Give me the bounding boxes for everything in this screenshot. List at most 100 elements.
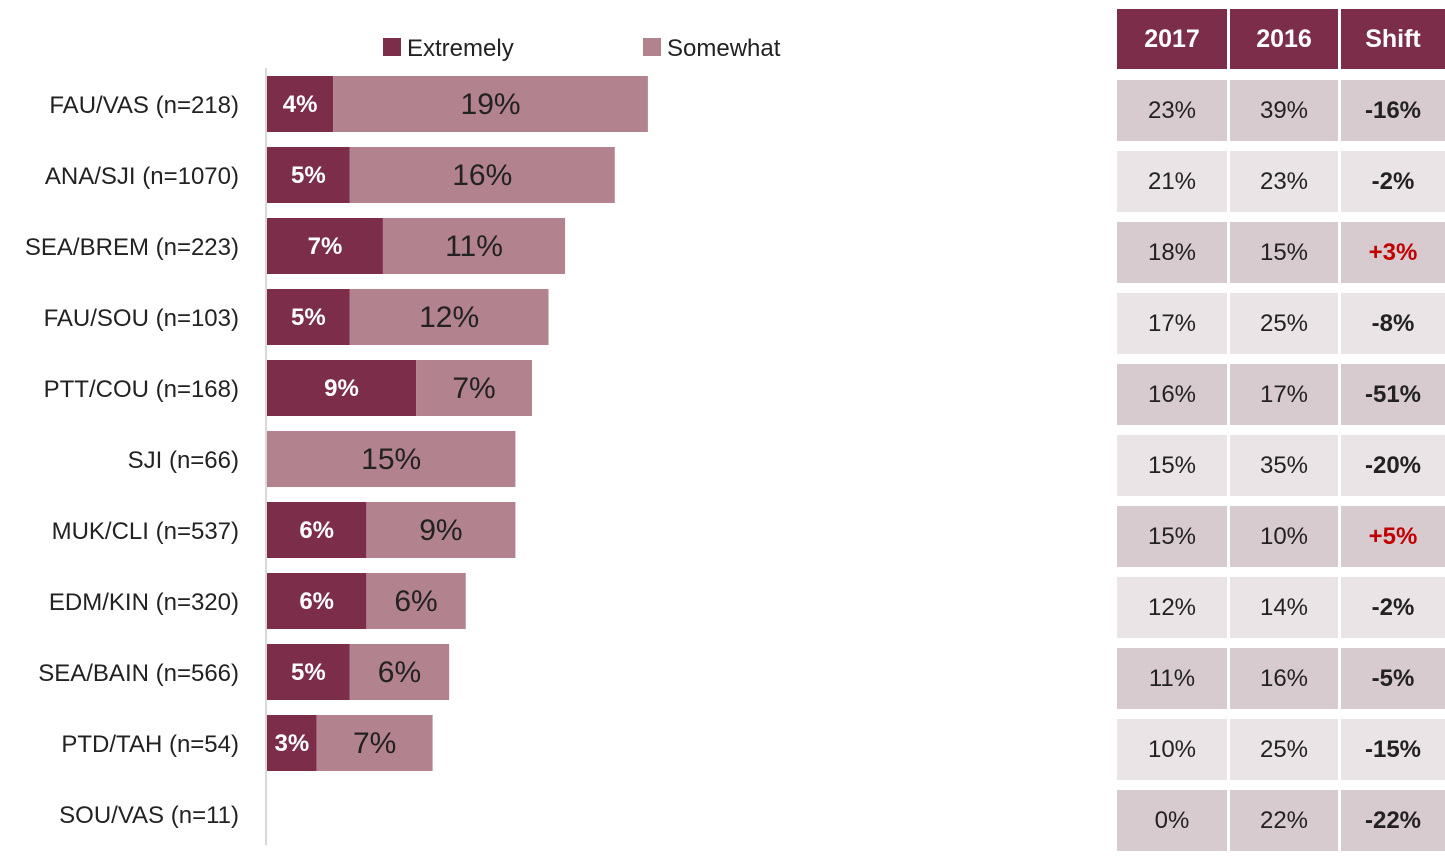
legend-label-somewhat: Somewhat bbox=[667, 35, 781, 62]
shift-cell: -15% bbox=[1338, 719, 1445, 780]
bar-extremely bbox=[267, 360, 417, 416]
bar-somewhat bbox=[366, 573, 466, 629]
legend-swatch-extremely bbox=[383, 38, 401, 56]
data-label-extremely: 6% bbox=[299, 588, 334, 615]
bar-extremely bbox=[267, 147, 350, 203]
legend-label-extremely: Extremely bbox=[407, 35, 514, 62]
table-header-cell: 2017 bbox=[1117, 9, 1227, 69]
table-row: 0% 22% -22% bbox=[1117, 790, 1445, 851]
data-label-somewhat: 7% bbox=[452, 372, 495, 405]
shift-cell: -51% bbox=[1338, 364, 1445, 425]
bar-extremely bbox=[267, 644, 350, 700]
data-label-somewhat: 11% bbox=[445, 230, 503, 263]
shift-cell: -20% bbox=[1338, 435, 1445, 496]
table-row: 16% 17% -51% bbox=[1117, 364, 1445, 425]
table-header-row: 2017 2016 Shift bbox=[1117, 9, 1445, 69]
table-row: 15% 35% -20% bbox=[1117, 435, 1445, 496]
value-cell: 22% bbox=[1227, 790, 1338, 851]
bar-extremely bbox=[267, 289, 350, 345]
category-label: SOU/VAS (n=11) bbox=[59, 802, 239, 829]
value-cell: 21% bbox=[1117, 151, 1227, 212]
data-label-extremely: 9% bbox=[324, 375, 359, 402]
bar-extremely bbox=[267, 573, 367, 629]
data-label-extremely: 5% bbox=[291, 659, 326, 686]
data-label-extremely: 3% bbox=[274, 730, 309, 757]
shift-cell: +5% bbox=[1338, 506, 1445, 567]
data-label-extremely: 5% bbox=[291, 162, 326, 189]
legend-swatch-somewhat bbox=[643, 38, 661, 56]
value-cell: 15% bbox=[1227, 222, 1338, 283]
value-cell: 18% bbox=[1117, 222, 1227, 283]
value-cell: 35% bbox=[1227, 435, 1338, 496]
category-label: ANA/SJI (n=1070) bbox=[45, 163, 239, 190]
shift-cell: -22% bbox=[1338, 790, 1445, 851]
data-label-somewhat: 7% bbox=[353, 727, 396, 760]
shift-cell: -8% bbox=[1338, 293, 1445, 354]
value-cell: 23% bbox=[1227, 151, 1338, 212]
bar-somewhat bbox=[267, 431, 516, 487]
data-label-extremely: 5% bbox=[291, 304, 326, 331]
value-cell: 17% bbox=[1227, 364, 1338, 425]
table-row: 21% 23% -2% bbox=[1117, 151, 1445, 212]
value-cell: 12% bbox=[1117, 577, 1227, 638]
category-label: PTD/TAH (n=54) bbox=[61, 731, 239, 758]
data-label-somewhat: 9% bbox=[419, 514, 462, 547]
category-label: FAU/VAS (n=218) bbox=[49, 92, 239, 119]
table-header-cell: 2016 bbox=[1227, 9, 1338, 69]
stacked-bar-chart: Extremely Somewhat FAU/VAS (n=218) 4% 19% ANA… bbox=[25, 35, 781, 845]
data-label-somewhat: 6% bbox=[394, 585, 437, 618]
shift-cell: +3% bbox=[1338, 222, 1445, 283]
table-row: 12% 14% -2% bbox=[1117, 577, 1445, 638]
value-cell: 15% bbox=[1117, 506, 1227, 567]
value-cell: 17% bbox=[1117, 293, 1227, 354]
comparison-table: 2017 2016 Shift 23% 39% -16% 21% 23% -2% 18% 15% +3… bbox=[1117, 9, 1445, 861]
bar-somewhat bbox=[382, 218, 566, 274]
category-label: SEA/BREM (n=223) bbox=[25, 234, 239, 261]
value-cell: 16% bbox=[1227, 648, 1338, 709]
data-label-extremely: 4% bbox=[283, 91, 318, 118]
category-label: SJI (n=66) bbox=[128, 447, 239, 474]
bar-extremely bbox=[267, 715, 317, 771]
value-cell: 0% bbox=[1117, 790, 1227, 851]
bar-extremely bbox=[267, 218, 383, 274]
value-cell: 10% bbox=[1117, 719, 1227, 780]
category-label: FAU/SOU (n=103) bbox=[44, 305, 239, 332]
data-label-extremely: 6% bbox=[299, 517, 334, 544]
category-label: EDM/KIN (n=320) bbox=[49, 589, 239, 616]
value-cell: 11% bbox=[1117, 648, 1227, 709]
bar-somewhat bbox=[316, 715, 433, 771]
table-row: 23% 39% -16% bbox=[1117, 80, 1445, 141]
shift-cell: -2% bbox=[1338, 577, 1445, 638]
data-label-somewhat: 19% bbox=[461, 88, 521, 121]
value-cell: 10% bbox=[1227, 506, 1338, 567]
value-cell: 39% bbox=[1227, 80, 1338, 141]
data-label-somewhat: 6% bbox=[378, 656, 421, 689]
shift-cell: -5% bbox=[1338, 648, 1445, 709]
table-row: 11% 16% -5% bbox=[1117, 648, 1445, 709]
table-row: 17% 25% -8% bbox=[1117, 293, 1445, 354]
data-label-somewhat: 12% bbox=[419, 301, 479, 334]
table-header-cell: Shift bbox=[1338, 9, 1445, 69]
table-row: 10% 25% -15% bbox=[1117, 719, 1445, 780]
value-cell: 14% bbox=[1227, 577, 1338, 638]
table-row: 15% 10% +5% bbox=[1117, 506, 1445, 567]
data-label-extremely: 7% bbox=[308, 233, 343, 260]
shift-cell: -16% bbox=[1338, 80, 1445, 141]
value-cell: 25% bbox=[1227, 293, 1338, 354]
data-label-somewhat: 15% bbox=[361, 443, 421, 476]
value-cell: 15% bbox=[1117, 435, 1227, 496]
bar-somewhat bbox=[416, 360, 532, 416]
bar-somewhat bbox=[366, 502, 516, 558]
category-label: SEA/BAIN (n=566) bbox=[38, 660, 239, 687]
value-cell: 23% bbox=[1117, 80, 1227, 141]
data-label-somewhat: 16% bbox=[452, 159, 512, 192]
bar-somewhat bbox=[349, 644, 450, 700]
bar-somewhat bbox=[333, 76, 648, 132]
bar-somewhat bbox=[349, 147, 615, 203]
table-row: 18% 15% +3% bbox=[1117, 222, 1445, 283]
bar-extremely bbox=[267, 502, 367, 558]
category-label: PTT/COU (n=168) bbox=[44, 376, 239, 403]
value-cell: 16% bbox=[1117, 364, 1227, 425]
bar-somewhat bbox=[349, 289, 549, 345]
shift-cell: -2% bbox=[1338, 151, 1445, 212]
